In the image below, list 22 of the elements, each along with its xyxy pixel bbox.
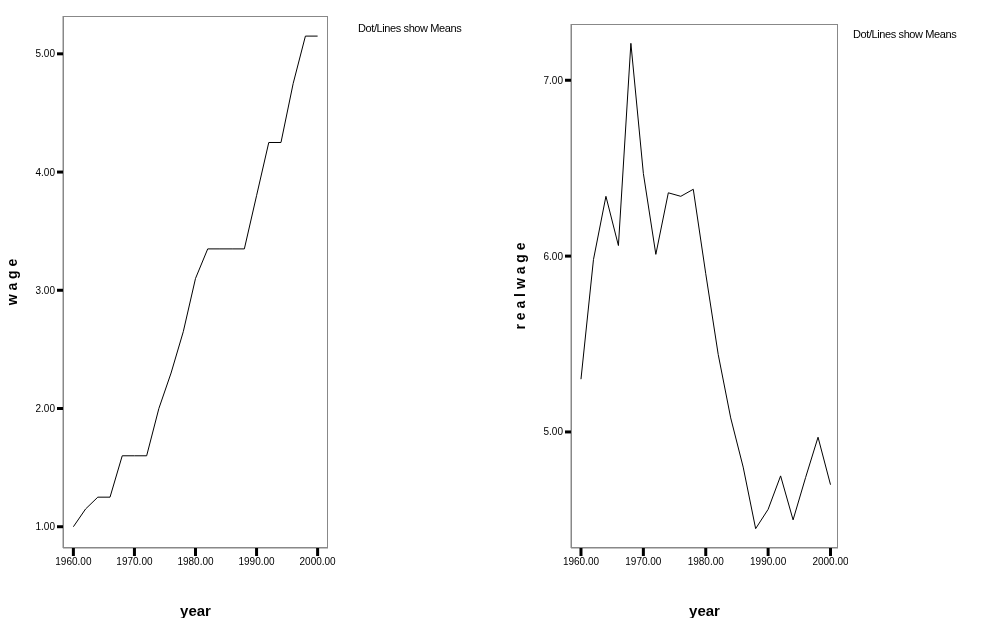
- y-axis-title: r e a l w a g e: [511, 242, 528, 330]
- x-tick-label: 1960.00: [562, 556, 600, 568]
- y-tick-label: 1.00: [35, 521, 56, 533]
- y-axis-title: w a g e: [3, 258, 20, 307]
- y-tick-label: 2.00: [35, 403, 56, 415]
- x-tick-label: 1990.00: [750, 556, 787, 568]
- x-tick-label: 1980.00: [177, 556, 215, 568]
- x-tick-label: 1970.00: [625, 556, 662, 568]
- x-tick-label: 1980.00: [687, 556, 725, 568]
- y-tick-label: 4.00: [35, 166, 56, 178]
- x-tick-label: 2000.00: [299, 556, 337, 568]
- text: Dot/Lines show Means: [853, 28, 957, 40]
- x-tick-label: 1990.00: [238, 556, 276, 568]
- x-tick-label: 1960.00: [55, 556, 92, 568]
- x-tick-label: 2000.00: [812, 556, 850, 568]
- y-tick-label: 5.00: [543, 426, 564, 438]
- text: Dot/Lines show Means: [358, 22, 462, 34]
- x-tick-label: 1970.00: [116, 556, 153, 568]
- y-tick-label: 6.00: [543, 250, 564, 262]
- y-tick-label: 5.00: [35, 48, 56, 60]
- y-tick-label: 3.00: [35, 284, 56, 296]
- y-tick-label: 7.00: [543, 74, 564, 86]
